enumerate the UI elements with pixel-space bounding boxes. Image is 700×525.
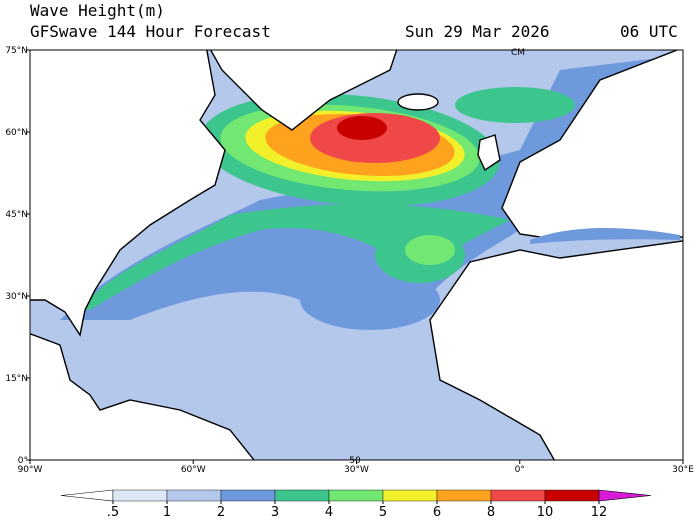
- lat-tick-label: 0°: [18, 456, 28, 466]
- title: Wave Height(m): [30, 1, 165, 20]
- colorbar-label: 12: [591, 505, 608, 520]
- date: Sun 29 Mar 2026: [405, 22, 550, 41]
- colorbar-label: 5: [379, 505, 387, 520]
- lon-tick-label: 60°W: [181, 465, 206, 475]
- lon-tick-label: 30°W: [344, 465, 369, 475]
- colorbar-label: 4: [325, 505, 333, 520]
- colorbar-under: [60, 489, 114, 502]
- lon-tick-label: 0°: [515, 465, 525, 475]
- lat-tick-label: 15°N: [5, 374, 28, 384]
- colorbar-label: 1: [163, 505, 171, 520]
- lat-tick-label: 30°N: [5, 292, 28, 302]
- colorbar-label: 8: [487, 505, 495, 520]
- colorbar-label: .5: [107, 505, 119, 520]
- colorbar-segment: [112, 489, 168, 502]
- colorbar-over: [598, 489, 652, 502]
- annotation: 50: [349, 456, 361, 466]
- subtitle: GFSwave 144 Hour Forecast: [30, 22, 271, 41]
- lat-tick-label: 75°N: [5, 46, 28, 56]
- annotation: CM: [511, 48, 525, 58]
- colorbar-label: 10: [537, 505, 554, 520]
- colorbar-segment: [382, 489, 438, 502]
- time: 06 UTC: [620, 22, 678, 41]
- colorbar-label: 2: [217, 505, 225, 520]
- colorbar-segment: [274, 489, 330, 502]
- colorbar-segment: [544, 489, 600, 502]
- colorbar-segment: [436, 489, 492, 502]
- map-field: [30, 50, 683, 460]
- colorbar-segment: [328, 489, 384, 502]
- colorbar-segment: [166, 489, 222, 502]
- lon-tick-label: 30°E: [672, 465, 694, 475]
- colorbar-label: 3: [271, 505, 279, 520]
- lat-tick-label: 45°N: [5, 210, 28, 220]
- lat-tick-label: 60°N: [5, 128, 28, 138]
- colorbar-segment: [490, 489, 546, 502]
- lon-tick-label: 90°W: [18, 465, 43, 475]
- colorbar-label: 6: [433, 505, 441, 520]
- colorbar-segment: [220, 489, 276, 502]
